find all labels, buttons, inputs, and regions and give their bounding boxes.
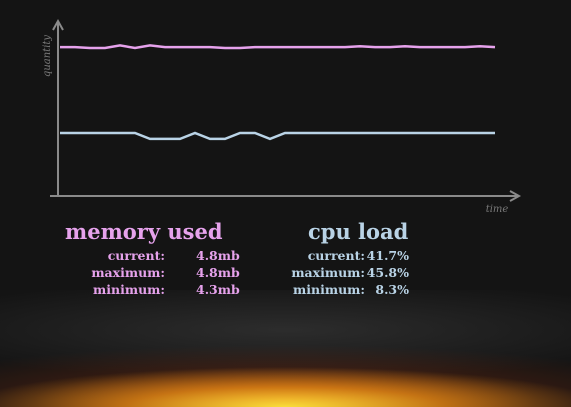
stat-value: 45.8% <box>367 265 409 280</box>
stat-label: maximum: <box>91 265 165 280</box>
stat-label: current: <box>108 248 165 263</box>
stat-label: current: <box>308 248 365 263</box>
stat-label: minimum: <box>93 282 165 297</box>
panel-title: memory used <box>65 219 223 244</box>
x-axis-label: time <box>486 204 509 215</box>
stat-label: minimum: <box>293 282 365 297</box>
stat-value: 8.3% <box>375 282 409 297</box>
y-axis-label: quantity <box>42 35 53 77</box>
stat-label: maximum: <box>291 265 365 280</box>
x-axis <box>50 190 522 202</box>
stat-value: 4.8mb <box>196 248 240 263</box>
stat-value: 41.7% <box>367 248 409 263</box>
stat-value: 4.8mb <box>196 265 240 280</box>
stat-value: 4.3mb <box>196 282 240 297</box>
panel-title: cpu load <box>308 219 409 244</box>
series-line <box>60 44 496 50</box>
y-axis <box>52 18 64 197</box>
background-glow <box>0 290 571 407</box>
series-line <box>60 131 495 141</box>
